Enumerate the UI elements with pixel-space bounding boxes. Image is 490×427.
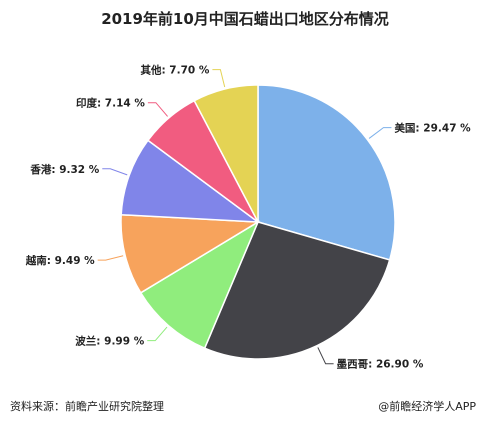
leader-line-6 [212, 69, 226, 88]
pie-slices [120, 84, 396, 360]
leader-lines [97, 69, 392, 365]
slice-label-1: 墨西哥: 26.90 % [337, 359, 424, 371]
slice-label-0: 美国: 29.47 % [394, 122, 471, 135]
pie-slice-1 [203, 221, 391, 360]
leader-line-0 [368, 127, 392, 139]
brand-text: @前瞻经济学人APP [378, 400, 476, 413]
slice-label-5: 印度: 7.14 % [76, 97, 145, 110]
brand-credit: @前瞻经济学人APP [378, 398, 476, 414]
pie-slice-0 [257, 84, 396, 261]
pie-slice-3 [120, 213, 261, 294]
pie-slice-6 [193, 84, 259, 223]
leader-line-2 [147, 326, 168, 342]
slice-label-4: 香港: 9.32 % [29, 163, 99, 176]
chart-title: 2019年前10月中国石蜡出口地区分布情况 [101, 10, 389, 28]
leader-line-3 [97, 255, 124, 261]
slice-labels: 美国: 29.47 % 墨西哥: 26.90 % 波兰: 9.99 % 越南: 9.4… [25, 64, 471, 371]
leader-line-5 [147, 102, 168, 117]
pie-slice-2 [139, 220, 260, 350]
slice-label-2: 波兰: 9.99 % [75, 335, 144, 348]
leader-line-4 [102, 168, 128, 176]
leader-line-1 [317, 347, 334, 365]
source-note: 资料来源：前瞻产业研究院整理 [10, 400, 164, 413]
pie-slice-4 [120, 139, 261, 223]
slice-label-6: 其他: 7.70 % [140, 64, 209, 77]
slice-label-3: 越南: 9.49 % [25, 254, 95, 267]
